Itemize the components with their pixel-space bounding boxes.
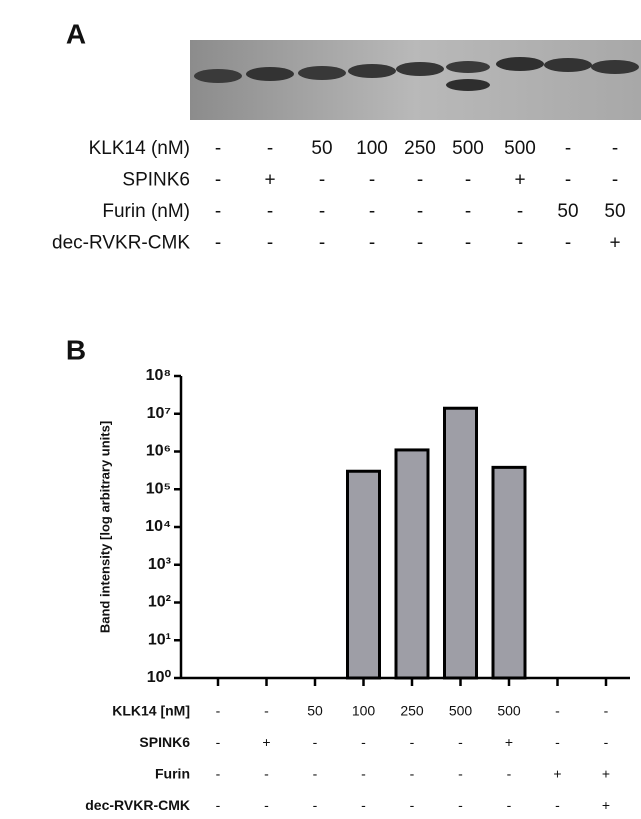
row-label: Furin (nM) xyxy=(102,201,190,222)
condition-cell: - xyxy=(216,734,221,750)
bar xyxy=(348,471,380,678)
condition-cell: - xyxy=(369,201,375,222)
row-label: KLK14 (nM) xyxy=(89,138,190,159)
condition-cell: - xyxy=(465,201,471,222)
condition-cell: - xyxy=(458,766,463,782)
condition-cell: 50 xyxy=(311,138,332,159)
condition-cell: + xyxy=(505,734,513,750)
condition-cell: - xyxy=(215,233,221,254)
condition-cell: 250 xyxy=(400,703,424,719)
condition-cell: - xyxy=(507,766,512,782)
panel-label: B xyxy=(66,334,86,365)
condition-cell: - xyxy=(565,233,571,254)
condition-cell: - xyxy=(417,233,423,254)
y-tick-label: 10⁶ xyxy=(146,443,171,460)
condition-cell: - xyxy=(458,734,463,750)
condition-cell: + xyxy=(553,766,561,782)
condition-cell: - xyxy=(465,233,471,254)
y-tick-label: 10² xyxy=(148,594,171,611)
row-label: dec-RVKR-CMK xyxy=(52,233,190,254)
condition-cell: - xyxy=(507,797,512,813)
y-axis-label: Band intensity [log arbitrary units] xyxy=(97,421,112,633)
condition-cell: - xyxy=(612,138,618,159)
condition-cell: + xyxy=(264,170,275,191)
bar xyxy=(396,450,428,678)
condition-cell: - xyxy=(517,201,523,222)
condition-cell: - xyxy=(313,734,318,750)
condition-cell: - xyxy=(216,797,221,813)
row-label: dec-RVKR-CMK xyxy=(85,797,190,813)
condition-cell: - xyxy=(216,766,221,782)
condition-cell: - xyxy=(417,170,423,191)
condition-cell: + xyxy=(602,766,610,782)
condition-cell: 100 xyxy=(356,138,388,159)
condition-cell: - xyxy=(267,201,273,222)
condition-cell: - xyxy=(264,766,269,782)
condition-cell: - xyxy=(361,766,366,782)
row-label: KLK14 [nM] xyxy=(112,703,190,719)
condition-cell: - xyxy=(369,170,375,191)
condition-cell: - xyxy=(565,170,571,191)
condition-cell: - xyxy=(267,233,273,254)
condition-cell: - xyxy=(215,138,221,159)
bar xyxy=(445,408,477,678)
condition-cell: 250 xyxy=(404,138,436,159)
condition-cell: - xyxy=(313,766,318,782)
panel-label: A xyxy=(66,18,86,49)
condition-cell: - xyxy=(417,201,423,222)
condition-cell: - xyxy=(555,797,560,813)
condition-cell: 50 xyxy=(307,703,323,719)
condition-cell: - xyxy=(319,201,325,222)
condition-cell: - xyxy=(267,138,273,159)
condition-cell: - xyxy=(458,797,463,813)
y-tick-label: 10⁷ xyxy=(147,405,171,422)
condition-cell: 100 xyxy=(352,703,376,719)
condition-cell: - xyxy=(361,797,366,813)
gel-image xyxy=(190,40,641,120)
y-tick-label: 10³ xyxy=(148,556,171,573)
condition-cell: - xyxy=(410,734,415,750)
bar xyxy=(493,467,525,678)
y-tick-label: 10¹ xyxy=(148,631,171,648)
condition-cell: 500 xyxy=(497,703,521,719)
condition-cell: - xyxy=(604,734,609,750)
condition-cell: - xyxy=(565,138,571,159)
condition-cell: + xyxy=(514,170,525,191)
condition-cell: - xyxy=(555,703,560,719)
y-tick-label: 10⁸ xyxy=(146,367,171,384)
condition-cell: + xyxy=(609,233,620,254)
condition-cell: - xyxy=(361,734,366,750)
condition-cell: + xyxy=(602,797,610,813)
condition-cell: - xyxy=(313,797,318,813)
condition-cell: - xyxy=(264,797,269,813)
condition-cell: - xyxy=(410,766,415,782)
row-label: SPINK6 xyxy=(122,170,190,191)
row-label: Furin xyxy=(155,766,190,782)
y-tick-label: 10⁵ xyxy=(146,480,171,497)
condition-cell: + xyxy=(262,734,270,750)
condition-cell: - xyxy=(517,233,523,254)
condition-cell: - xyxy=(215,170,221,191)
row-label: SPINK6 xyxy=(139,734,190,750)
condition-cell: 500 xyxy=(452,138,484,159)
condition-cell: - xyxy=(465,170,471,191)
condition-cell: - xyxy=(555,734,560,750)
condition-cell: - xyxy=(215,201,221,222)
condition-cell: - xyxy=(319,233,325,254)
condition-cell: 50 xyxy=(557,201,578,222)
condition-cell: - xyxy=(612,170,618,191)
condition-cell: 500 xyxy=(449,703,473,719)
condition-cell: - xyxy=(410,797,415,813)
condition-cell: 500 xyxy=(504,138,536,159)
y-tick-label: 10⁴ xyxy=(145,518,171,535)
condition-cell: - xyxy=(369,233,375,254)
condition-cell: - xyxy=(319,170,325,191)
figure: A B Band intensity [log arbitrary units]… xyxy=(0,0,641,819)
condition-cell: - xyxy=(264,703,269,719)
y-tick-label: 10⁰ xyxy=(147,669,172,686)
condition-cell: - xyxy=(604,703,609,719)
condition-cell: - xyxy=(216,703,221,719)
condition-cell: 50 xyxy=(604,201,625,222)
